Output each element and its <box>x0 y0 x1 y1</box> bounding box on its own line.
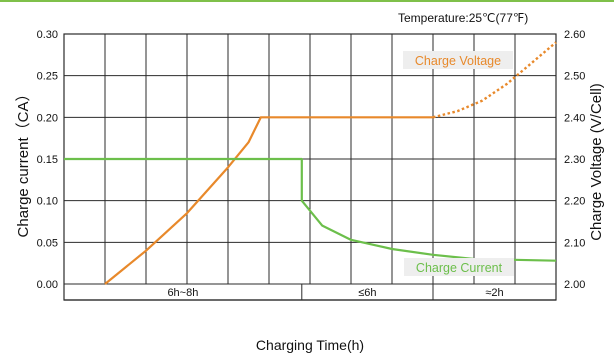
y-right-tick-label: 2.60 <box>564 29 585 41</box>
charge-voltage-label-bg <box>403 51 513 69</box>
series-labels: Charge Voltage Charge Current <box>403 51 514 276</box>
series-layer <box>64 41 557 285</box>
y-right-tick-label: 2.00 <box>564 279 585 291</box>
phase-label: ≈2h <box>485 287 503 299</box>
y-axis-right-title: Charge Voltage (V/Cell) <box>588 83 605 241</box>
y-left-tick-label: 0.20 <box>37 112 58 124</box>
y-left-tick-label: 0.10 <box>37 196 58 208</box>
y-left-tick-label: 0.00 <box>37 279 58 291</box>
y-left-tick-label: 0.30 <box>37 29 58 41</box>
y-right-tick-label: 2.10 <box>564 237 585 249</box>
charge-current-label: Charge Current <box>416 261 503 275</box>
charge-voltage-label: Charge Voltage <box>415 54 501 68</box>
y-left-tick-label: 0.05 <box>37 237 58 249</box>
phase-label: ≤6h <box>358 287 376 299</box>
charge-voltage-projected-line <box>432 41 557 119</box>
charge-voltage-line <box>104 116 433 285</box>
charge-current-label-bg <box>404 258 514 276</box>
phase-label: 6h~8h <box>167 287 198 299</box>
y-right-tick-label: 2.40 <box>564 112 585 124</box>
y-right-tick-label: 2.30 <box>564 154 585 166</box>
y-left-tick-label: 0.25 <box>37 71 58 83</box>
charge-current-line <box>64 157 557 262</box>
y-right-tick-label: 2.50 <box>564 71 585 83</box>
y-left-tick-label: 0.15 <box>37 154 58 166</box>
y-axis-left-title: Charge current（CA） <box>15 87 32 238</box>
y-right-tick-label: 2.20 <box>564 196 585 208</box>
temperature-note: Temperature:25℃(77℉) <box>398 11 528 25</box>
axes: 6h~8h ≤6h ≈2h 0.00 0.05 0.10 0.15 0.20 0.25 0.30 2… <box>37 29 585 301</box>
x-axis-title: Charging Time(h) <box>256 337 364 353</box>
